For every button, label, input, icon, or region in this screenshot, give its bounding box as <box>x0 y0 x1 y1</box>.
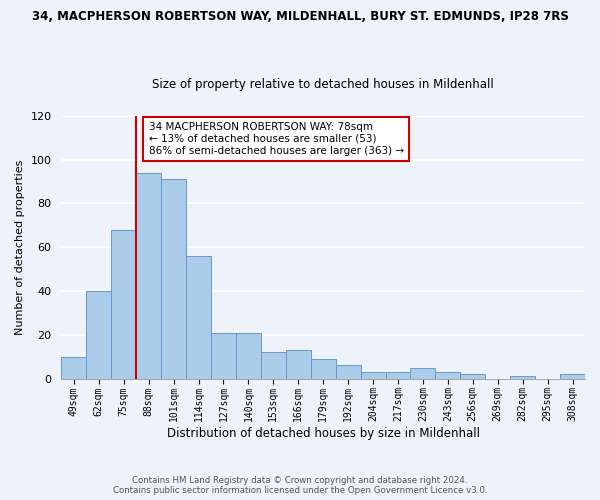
Text: Contains HM Land Registry data © Crown copyright and database right 2024.
Contai: Contains HM Land Registry data © Crown c… <box>113 476 487 495</box>
Text: 34 MACPHERSON ROBERTSON WAY: 78sqm
← 13% of detached houses are smaller (53)
86%: 34 MACPHERSON ROBERTSON WAY: 78sqm ← 13%… <box>149 122 404 156</box>
Bar <box>436 372 460 378</box>
Bar <box>386 372 410 378</box>
Bar <box>460 374 485 378</box>
Bar <box>211 332 236 378</box>
Bar <box>410 368 436 378</box>
Bar <box>261 352 286 378</box>
Bar <box>560 374 585 378</box>
Bar <box>161 180 186 378</box>
Bar <box>186 256 211 378</box>
Bar <box>61 356 86 378</box>
Bar <box>236 332 261 378</box>
Bar <box>510 376 535 378</box>
Bar <box>311 359 335 378</box>
Bar <box>361 372 386 378</box>
X-axis label: Distribution of detached houses by size in Mildenhall: Distribution of detached houses by size … <box>167 427 480 440</box>
Y-axis label: Number of detached properties: Number of detached properties <box>15 160 25 335</box>
Bar <box>136 172 161 378</box>
Text: 34, MACPHERSON ROBERTSON WAY, MILDENHALL, BURY ST. EDMUNDS, IP28 7RS: 34, MACPHERSON ROBERTSON WAY, MILDENHALL… <box>32 10 568 23</box>
Bar <box>86 291 111 378</box>
Title: Size of property relative to detached houses in Mildenhall: Size of property relative to detached ho… <box>152 78 494 91</box>
Bar <box>335 366 361 378</box>
Bar <box>111 230 136 378</box>
Bar <box>286 350 311 378</box>
